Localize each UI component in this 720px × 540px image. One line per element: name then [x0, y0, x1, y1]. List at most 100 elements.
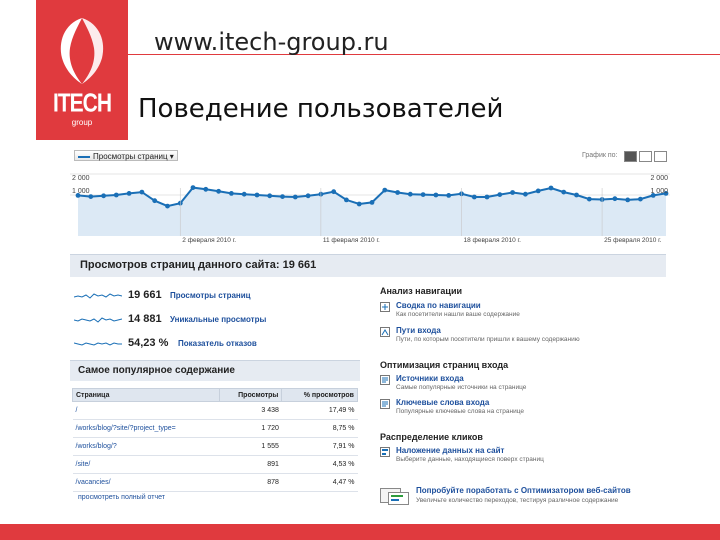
data-point — [113, 192, 119, 198]
optimizer-desc: Увеличьте количество переходов, тестируя… — [416, 497, 619, 504]
data-point — [331, 189, 337, 195]
page-link[interactable]: / — [72, 401, 220, 420]
stat-value: 19 661 — [128, 289, 162, 301]
stat-label[interactable]: Уникальные просмотры — [170, 315, 267, 324]
table-row: /site/891 4,53 % — [72, 455, 358, 474]
pageviews-chart: 2 000 1 000 2 000 1 000 2 февраля 2010 г. 11 … — [70, 173, 670, 244]
slide-title: Поведение пользователей — [138, 94, 504, 124]
nav-analysis-title: Анализ навигации — [380, 286, 463, 296]
view-week-button[interactable] — [639, 151, 652, 162]
entry-keywords-item[interactable]: Ключевые слова входа Популярные ключевые… — [380, 398, 670, 420]
stat-value: 14 881 — [128, 313, 162, 325]
page-link[interactable]: /works/blog/?site/?project_type= — [72, 419, 220, 438]
data-point — [356, 201, 362, 207]
metric-selector[interactable]: Просмотры страниц ▾ — [74, 150, 178, 161]
data-point — [484, 194, 490, 200]
chart-panel: 2 000 1 000 2 000 1 000 2 февраля 2010 г. 11 … — [70, 146, 670, 246]
site-overlay-desc: Выберите данные, находящиеся поверх стра… — [396, 456, 544, 463]
data-point — [433, 192, 439, 198]
page-link[interactable]: /site/ — [72, 455, 220, 474]
data-point — [510, 190, 515, 195]
data-point — [190, 185, 196, 190]
popular-content-title: Самое популярное содержание — [78, 365, 235, 376]
site-overlay-item[interactable]: Наложение данных на сайт Выберите данные… — [380, 446, 670, 468]
data-point — [420, 192, 426, 197]
table-row: /works/blog/? 1 555 7,91 % — [72, 437, 358, 456]
cell-percent: 17,49 % — [281, 401, 358, 420]
x-tick-label: 18 февраля 2010 г. — [463, 237, 521, 244]
data-point — [292, 194, 298, 200]
entry-sources-link[interactable]: Источники входа — [396, 374, 464, 383]
data-point — [471, 194, 477, 200]
cell-views: 1 555 — [219, 437, 282, 456]
analytics-screenshot: 2 000 1 000 2 000 1 000 2 февраля 2010 г. 11 … — [70, 146, 670, 518]
column-header[interactable]: Страница — [72, 388, 220, 402]
entry-sources-desc: Самые популярные источники на странице — [396, 384, 527, 391]
entry-keywords-link[interactable]: Ключевые слова входа — [396, 398, 490, 407]
data-point — [586, 196, 592, 202]
page-link[interactable]: /works/blog/? — [72, 437, 220, 456]
data-point — [625, 197, 631, 203]
data-point — [75, 193, 81, 198]
itech-logo-icon — [60, 18, 104, 84]
data-point — [229, 191, 234, 196]
data-point — [280, 194, 285, 199]
data-point — [88, 194, 94, 199]
stat-label[interactable]: Показатель отказов — [178, 339, 257, 348]
entry-paths-link[interactable]: Пути входа — [396, 326, 441, 335]
stat-value: 54,23 % — [128, 337, 169, 349]
y-tick-label: 1 000 — [72, 188, 90, 195]
data-point — [152, 198, 158, 204]
data-point — [241, 191, 247, 197]
cell-percent: 8,75 % — [281, 419, 358, 438]
data-point — [548, 185, 554, 191]
entry-sources-item[interactable]: Источники входа Самые популярные источни… — [380, 374, 670, 396]
itech-logo: ITECH group — [36, 0, 128, 140]
nav-summary-desc: Как посетители нашли ваше содержание — [396, 311, 520, 318]
y-tick-label: 1 000 — [650, 188, 668, 195]
nav-summary-item[interactable]: Сводка по навигации Как посетители нашли… — [380, 301, 670, 323]
popular-content-table: Страница Просмотры % просмотров /3 438 17… — [72, 388, 358, 492]
sparkline-icon — [74, 317, 122, 323]
data-point — [663, 191, 669, 196]
entry-paths-item[interactable]: Пути входа Пути, по которым посетители п… — [380, 326, 670, 348]
view-month-button[interactable] — [654, 151, 667, 162]
table-row: /works/blog/?site/?project_type= 1 720 8,7… — [72, 419, 358, 438]
cell-percent: 4,47 % — [281, 473, 358, 492]
nav-summary-link[interactable]: Сводка по навигации — [396, 301, 481, 310]
keywords-icon — [380, 399, 390, 409]
site-overlay-link[interactable]: Наложение данных на сайт — [396, 446, 505, 455]
optimizer-link[interactable]: Попробуйте поработать с Оптимизатором ве… — [416, 486, 631, 495]
navigation-icon — [380, 302, 390, 312]
summary-bar: Просмотров страниц данного сайта: 19 661 — [70, 254, 666, 277]
cell-views: 891 — [219, 455, 282, 474]
stat-label[interactable]: Просмотры страниц — [170, 291, 251, 300]
view-day-button[interactable] — [624, 151, 637, 162]
paths-icon — [380, 327, 390, 337]
data-point — [203, 186, 209, 192]
data-point — [523, 191, 528, 197]
y-tick-label: 2 000 — [650, 175, 668, 182]
page-link[interactable]: /vacancies/ — [72, 473, 220, 492]
cell-views: 878 — [219, 473, 282, 492]
data-point — [382, 187, 388, 193]
x-tick-label: 25 февраля 2010 г. — [604, 237, 662, 244]
data-point — [126, 191, 132, 196]
data-point — [216, 188, 222, 194]
column-header[interactable]: Просмотры — [218, 388, 283, 402]
entry-keywords-desc: Популярные ключевые слова на странице — [396, 408, 524, 415]
full-report-link[interactable]: просмотреть полный отчет — [78, 494, 166, 501]
site-url[interactable]: www.itech-group.ru — [154, 28, 389, 56]
cell-percent: 4,53 % — [281, 455, 358, 474]
stat-pageviews: 19 661 Просмотры страниц — [74, 288, 344, 304]
data-point — [254, 192, 260, 198]
stat-unique-views: 14 881 Уникальные просмотры — [74, 312, 344, 328]
column-header[interactable]: % просмотров — [281, 388, 358, 402]
optimizer-banner[interactable]: Попробуйте поработать с Оптимизатором ве… — [380, 486, 670, 508]
data-point — [638, 196, 643, 202]
graph-by-label: График по: — [582, 152, 618, 159]
data-point — [612, 196, 618, 202]
metric-selector-label: Просмотры страниц — [93, 152, 168, 161]
x-tick-label: 2 февраля 2010 г. — [182, 237, 236, 244]
y-tick-label: 2 000 — [72, 175, 90, 182]
